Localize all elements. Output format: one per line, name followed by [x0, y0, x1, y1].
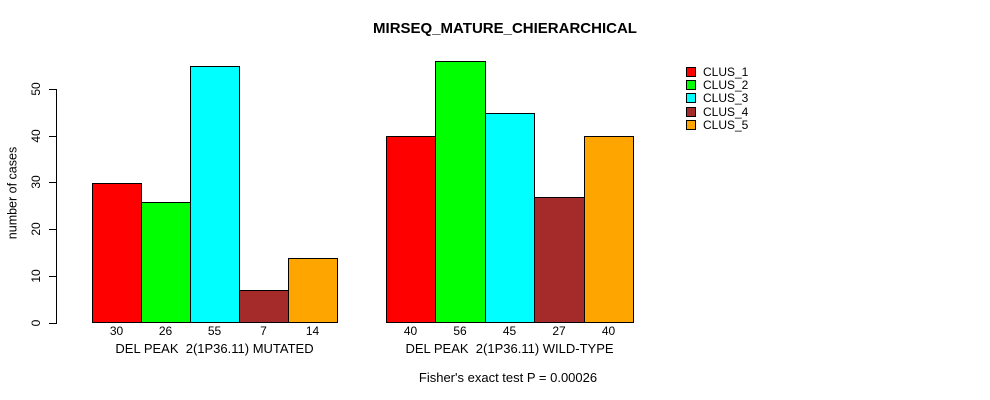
y-axis-tick-label: 0 — [29, 319, 43, 326]
bar-clus_1-group2 — [386, 135, 436, 323]
y-axis-tick-label: 20 — [29, 222, 43, 236]
legend-swatch-clus_2 — [686, 80, 696, 91]
bar-value-label: 40 — [403, 324, 418, 338]
bar-value-label: 30 — [109, 324, 124, 338]
legend-label-clus_2: CLUS_2 — [703, 78, 749, 93]
y-axis-title: number of cases — [5, 146, 20, 240]
bar-clus_3-group1 — [190, 65, 240, 323]
bar-clus_5-group2 — [584, 135, 634, 323]
x-axis-group-label: DEL PEAK 2(1P36.11) WILD-TYPE — [405, 341, 614, 356]
bar-value-label: 26 — [158, 324, 173, 338]
legend-swatch-clus_3 — [686, 93, 696, 104]
bar-clus_4-group2 — [534, 196, 585, 323]
bar-clus_5-group1 — [288, 257, 338, 323]
y-axis-tick — [49, 229, 56, 231]
y-axis-tick-label: 10 — [29, 269, 43, 283]
y-axis-tick — [49, 182, 56, 184]
y-axis-tick-label: 30 — [29, 175, 43, 190]
legend-item-clus_5: CLUS_5 — [686, 119, 748, 131]
legend-swatch-clus_4 — [686, 106, 696, 117]
y-axis-tick — [49, 135, 56, 137]
legend-item-clus_4: CLUS_4 — [686, 106, 748, 118]
legend-label-clus_1: CLUS_1 — [703, 65, 749, 79]
y-axis-tick — [49, 322, 56, 324]
bar-value-label: 14 — [305, 324, 320, 338]
legend-item-clus_1: CLUS_1 — [686, 66, 748, 78]
bar-clus_2-group1 — [141, 201, 191, 323]
bar-value-label: 45 — [502, 324, 517, 338]
legend-label-clus_5: CLUS_5 — [703, 117, 749, 132]
legend-label-clus_4: CLUS_4 — [703, 104, 749, 119]
legend-label-clus_3: CLUS_3 — [703, 91, 749, 106]
y-axis-line — [56, 89, 57, 324]
legend-swatch-clus_5 — [686, 119, 696, 130]
x-axis-group-label: DEL PEAK 2(1P36.11) MUTATED — [115, 341, 314, 356]
bar-value-label: 55 — [207, 324, 222, 338]
bar-value-label: 27 — [552, 324, 566, 338]
y-axis-tick — [49, 89, 56, 90]
bar-clus_1-group1 — [92, 182, 142, 323]
bar-clus_2-group2 — [435, 60, 486, 323]
legend-swatch-clus_1 — [686, 67, 696, 77]
bar-clus_3-group2 — [485, 112, 535, 323]
bar-clus_4-group1 — [239, 289, 289, 323]
chart-title: MIRSEQ_MATURE_CHIERARCHICAL — [373, 20, 637, 37]
legend-item-clus_2: CLUS_2 — [686, 79, 748, 91]
y-axis-tick — [49, 275, 56, 277]
y-axis-tick-label: 50 — [29, 82, 43, 96]
bar-value-label: 7 — [260, 324, 267, 338]
bar-value-label: 40 — [601, 324, 616, 338]
y-axis-tick-label: 40 — [29, 129, 43, 143]
fisher-test-annotation: Fisher's exact test P = 0.00026 — [418, 370, 598, 385]
legend-item-clus_3: CLUS_3 — [686, 92, 748, 104]
bar-value-label: 56 — [453, 324, 467, 338]
